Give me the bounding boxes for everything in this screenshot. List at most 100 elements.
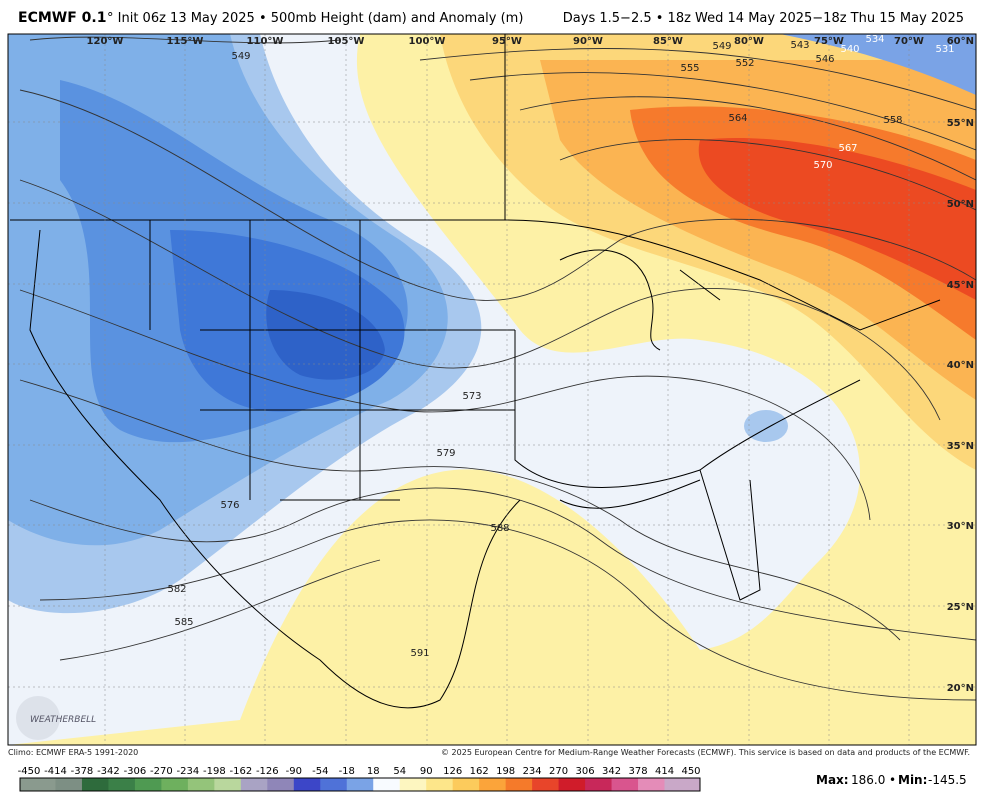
latitude-label: 30°N — [947, 521, 974, 532]
contour-label: 588 — [490, 523, 509, 534]
model-name: ECMWF 0.1 — [18, 10, 106, 26]
colorbar-label: 450 — [681, 766, 700, 777]
colorbar-label: 306 — [576, 766, 595, 777]
colorbar-swatch — [267, 778, 295, 791]
map: 120°W 115°W 110°W 105°W 100°W 95°W 90°W … — [7, 33, 977, 746]
contour-label: 564 — [728, 113, 747, 124]
colorbar-swatch — [240, 778, 268, 791]
colorbar-label: -414 — [44, 766, 67, 777]
contour-label: 552 — [735, 58, 754, 69]
longitude-label: 80°W — [734, 36, 764, 47]
colorbar-label: 414 — [655, 766, 674, 777]
colorbar-label: -198 — [203, 766, 226, 777]
latitude-label: 45°N — [947, 280, 974, 291]
colorbar-label: 54 — [393, 766, 406, 777]
contour-label: 576 — [220, 500, 239, 511]
colorbar-label: 18 — [367, 766, 380, 777]
latitude-label: 35°N — [947, 441, 974, 452]
colorbar-label: 198 — [496, 766, 515, 777]
contour-label: 540 — [840, 44, 859, 55]
longitude-label: 70°W — [894, 36, 924, 47]
longitude-label: 75°W — [814, 36, 844, 47]
latitude-label: 50°N — [947, 199, 974, 210]
latitude-label: 60°N — [947, 36, 974, 47]
min-value: -145.5 — [928, 773, 967, 787]
colorbar-end — [20, 778, 29, 791]
contour-label: 549 — [712, 41, 731, 52]
logo-mark — [16, 696, 60, 740]
colorbar-swatch — [399, 778, 427, 791]
colorbar-label: -54 — [312, 766, 328, 777]
colorbar-swatch — [479, 778, 507, 791]
longitude-label: 90°W — [573, 36, 603, 47]
contour-label: 582 — [167, 584, 186, 595]
max-value: 186.0 — [851, 773, 885, 787]
latitude-label: 20°N — [947, 683, 974, 694]
contour-label: 585 — [174, 617, 193, 628]
colorbar-label: 270 — [549, 766, 568, 777]
colorbar-swatch — [108, 778, 136, 791]
colorbar-swatch — [505, 778, 533, 791]
longitude-label: 115°W — [167, 36, 204, 47]
latitude-label: 40°N — [947, 360, 974, 371]
colorbar-label: -270 — [150, 766, 173, 777]
colorbar-swatch — [664, 778, 692, 791]
colorbar-end — [691, 778, 700, 791]
contour-label: 567 — [838, 143, 857, 154]
colorbar-label: -378 — [71, 766, 94, 777]
latitude-label: 55°N — [947, 118, 974, 129]
latitude-label: 25°N — [947, 602, 974, 613]
valid-info: Days 1.5−2.5 • 18z Wed 14 May 2025−18z T… — [563, 11, 964, 26]
colorbar-swatch — [214, 778, 242, 791]
colorbar-label: 126 — [443, 766, 462, 777]
colorbar-frame — [19, 777, 701, 792]
colorbar-label: -162 — [229, 766, 252, 777]
colorbar-swatch — [373, 778, 401, 791]
contour-label: 546 — [815, 54, 834, 65]
colorbar-swatch — [320, 778, 348, 791]
colorbar-swatch — [161, 778, 189, 791]
colorbar-label: -450 — [18, 766, 41, 777]
contour-label: 531 — [935, 44, 954, 55]
contour-label: 534 — [865, 34, 884, 45]
colorbar-label: -90 — [286, 766, 302, 777]
longitude-label: 85°W — [653, 36, 683, 47]
max-label: Max: — [816, 773, 849, 787]
copyright: © 2025 European Centre for Medium-Range … — [441, 748, 970, 757]
colorbar-label: 342 — [602, 766, 621, 777]
longitude-label: 105°W — [328, 36, 365, 47]
colorbar-swatch — [585, 778, 613, 791]
colorbar-label: -342 — [97, 766, 120, 777]
colorbar-label: 162 — [470, 766, 489, 777]
logo: WEATHERBELL — [30, 715, 96, 725]
min-label: Min: — [898, 773, 927, 787]
colorbar-label: 90 — [420, 766, 433, 777]
climo-note: Climo: ECMWF ERA-5 1991-2020 — [8, 748, 138, 757]
colorbar-swatch — [452, 778, 480, 791]
colorbar-swatch — [293, 778, 321, 791]
colorbar-swatch — [426, 778, 454, 791]
colorbar-label: -306 — [124, 766, 147, 777]
colorbar-label: -234 — [177, 766, 200, 777]
colorbar-label: -126 — [256, 766, 279, 777]
colorbar-label: -18 — [339, 766, 355, 777]
longitude-label: 100°W — [409, 36, 446, 47]
colorbar-label: 378 — [628, 766, 647, 777]
contour-label: 558 — [883, 115, 902, 126]
colorbar-swatch — [532, 778, 560, 791]
longitude-label: 110°W — [247, 36, 284, 47]
contour-label: 549 — [231, 51, 250, 62]
contour-label: 555 — [680, 63, 699, 74]
contour-label: 579 — [436, 448, 455, 459]
colorbar-swatch — [346, 778, 374, 791]
colorbar-swatch — [611, 778, 639, 791]
colorbar-swatch — [29, 778, 56, 791]
colorbar: -450 -414 -378 -342 -306 -270 -234 -198 -162 -126… — [18, 766, 701, 792]
colorbar-swatch — [638, 778, 666, 791]
colorbar-label: 234 — [523, 766, 542, 777]
colorbar-swatch — [134, 778, 162, 791]
longitude-label: 120°W — [87, 36, 124, 47]
separator: • — [889, 773, 896, 787]
colorbar-swatch — [81, 778, 109, 791]
